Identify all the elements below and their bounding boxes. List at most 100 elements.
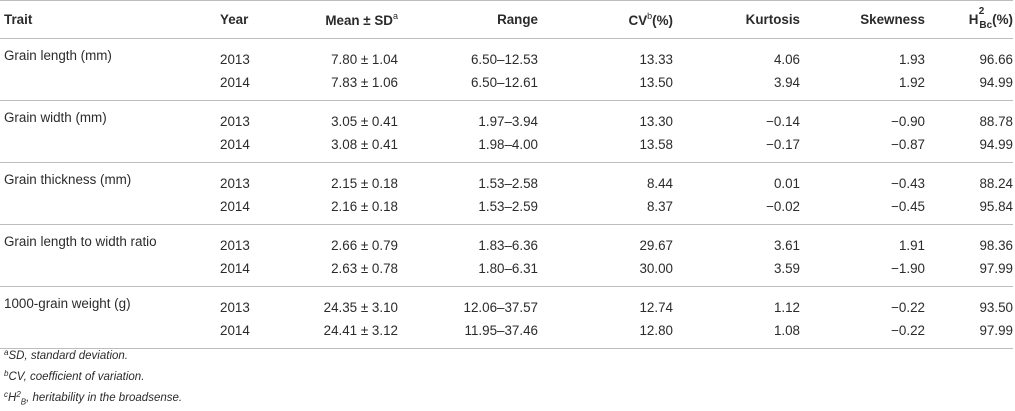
header-kurtosis: Kurtosis [673,0,800,39]
heritability-symbol-sub: Bc [979,20,993,31]
heritability-cell: 97.99 [925,318,1013,349]
skewness-cell: −1.90 [800,256,925,287]
cv-cell: 30.00 [538,256,673,287]
footnote-text: SD, standard deviation. [8,350,128,362]
footnote-symbol-sub: B [20,397,27,407]
year-cell: 2013 [220,175,250,191]
footnote-text: , heritability in the broadsense. [26,392,183,404]
footnote-text: CV, coefficient of variation. [8,371,145,383]
table-row: Grain thickness (mm) 2013 2.15 ± 0.18 1.… [0,163,1013,195]
header-cv-unit: (%) [652,13,673,28]
year-cell: 2014 [220,256,280,287]
trait-name-empty [0,70,220,101]
trait-name: Grain length (mm) [4,48,112,63]
trait-name: 1000-grain weight (g) [4,296,131,311]
table-row: Grain length (mm) 2013 7.80 ± 1.04 6.50–… [0,39,1013,71]
mean-sd-cell: 3.05 ± 0.41 [331,113,398,129]
mean-sd-cell: 2.66 ± 0.79 [331,237,398,253]
header-heritability-unit: (%) [992,12,1013,27]
heritability-symbol-sup: 2 [978,6,985,17]
trait-name-empty [0,194,220,225]
footnote-mark: b [4,369,9,378]
skewness-cell: −0.22 [800,318,925,349]
kurtosis-cell: 3.94 [673,70,800,101]
range-cell: 1.53–2.58 [478,175,538,191]
range-cell: 1.97–3.94 [478,113,538,129]
footnote-a: aSD, standard deviation. [4,344,182,365]
footnote-symbol-sup: 2 [16,390,21,399]
mean-sd-cell: 24.41 ± 3.12 [280,318,398,349]
mean-sd-cell: 2.16 ± 0.18 [280,194,398,225]
trait-name-empty [0,256,220,287]
mean-sd-cell: 2.15 ± 0.18 [331,175,398,191]
header-range: Range [398,0,538,39]
skewness-cell: −0.22 [891,299,925,315]
heritability-cell: 88.24 [979,175,1013,191]
cv-cell: 12.74 [639,299,673,315]
skewness-cell: −0.90 [891,113,925,129]
year-cell: 2013 [220,299,250,315]
range-cell: 12.06–37.57 [463,299,538,315]
heritability-cell: 95.84 [925,194,1013,225]
cv-cell: 29.67 [639,237,673,253]
table-row: Grain width (mm) 2013 3.05 ± 0.41 1.97–3… [0,101,1013,133]
table-footnotes: aSD, standard deviation. bCV, coefficien… [4,344,182,410]
header-row: Trait Year Mean ± SDa Range CVb(%) Kurto… [0,0,1013,39]
trait-name: Grain length to width ratio [4,234,157,249]
footnote-symbol-base: H [8,392,17,404]
kurtosis-cell: −0.02 [673,194,800,225]
kurtosis-cell: −0.17 [673,132,800,163]
footnote-mark: c [4,390,8,399]
range-cell: 1.98–4.00 [398,132,538,163]
kurtosis-cell: 3.61 [773,237,800,253]
cv-cell: 12.80 [538,318,673,349]
heritability-cell: 96.66 [979,51,1013,67]
skewness-cell: 1.92 [800,70,925,101]
range-cell: 6.50–12.61 [398,70,538,101]
kurtosis-cell: 0.01 [773,175,800,191]
mean-sd-cell: 24.35 ± 3.10 [323,299,398,315]
header-heritability: H 2 Bc(%) [925,0,1013,39]
kurtosis-cell: −0.14 [766,113,800,129]
year-cell: 2013 [220,237,250,253]
table-row: 2014 24.41 ± 3.12 11.95–37.46 12.80 1.08… [0,318,1013,349]
range-cell: 6.50–12.53 [470,51,538,67]
skewness-cell: −0.87 [800,132,925,163]
skewness-cell: 1.93 [898,51,925,67]
header-cv-footnote-mark: b [647,11,653,21]
header-skewness: Skewness [800,0,925,39]
heritability-cell: 94.99 [925,132,1013,163]
cv-cell: 13.50 [538,70,673,101]
kurtosis-cell: 1.12 [773,299,800,315]
header-mean-sd: Mean ± SDa [280,0,398,39]
header-year: Year [220,0,280,39]
mean-sd-cell: 3.08 ± 0.41 [280,132,398,163]
range-cell: 1.53–2.59 [398,194,538,225]
table-row: 2014 7.83 ± 1.06 6.50–12.61 13.50 3.94 1… [0,70,1013,101]
cv-cell: 13.58 [538,132,673,163]
table-row: 2014 2.63 ± 0.78 1.80–6.31 30.00 3.59 −1… [0,256,1013,287]
heritability-symbol: H 2 Bc [969,6,992,31]
footnote-c: cH2B, heritability in the broadsense. [4,386,182,410]
table-row: Grain length to width ratio 2013 2.66 ± … [0,225,1013,257]
year-cell: 2013 [220,51,250,67]
year-cell: 2013 [220,113,250,129]
range-cell: 11.95–37.46 [398,318,538,349]
mean-sd-cell: 2.63 ± 0.78 [280,256,398,287]
mean-sd-cell: 7.83 ± 1.06 [280,70,398,101]
table-row: 2014 2.16 ± 0.18 1.53–2.59 8.37 −0.02 −0… [0,194,1013,225]
mean-sd-cell: 7.80 ± 1.04 [331,51,398,67]
trait-statistics-table: Trait Year Mean ± SDa Range CVb(%) Kurto… [0,0,1013,349]
heritability-cell: 94.99 [925,70,1013,101]
cv-cell: 13.30 [639,113,673,129]
cv-cell: 8.44 [646,175,673,191]
trait-name-empty [0,318,220,349]
footnote-mark: a [4,348,9,357]
heritability-cell: 98.36 [979,237,1013,253]
header-trait: Trait [0,0,220,39]
cv-cell: 13.33 [639,51,673,67]
footnote-b: bCV, coefficient of variation. [4,365,182,386]
range-cell: 1.83–6.36 [478,237,538,253]
year-cell: 2014 [220,70,280,101]
